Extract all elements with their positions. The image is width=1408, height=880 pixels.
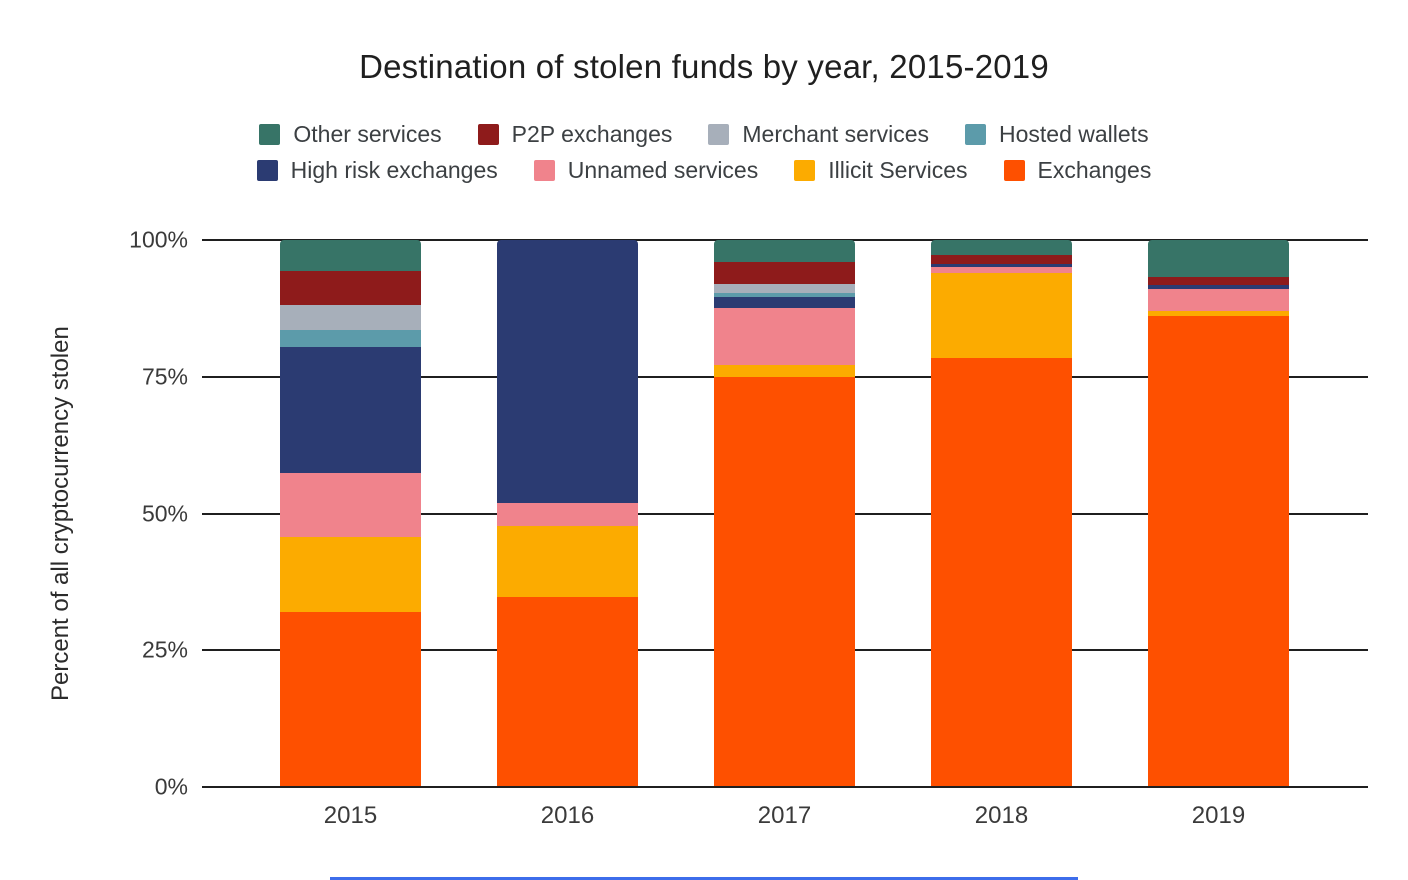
stacked-bar-2015 (280, 240, 421, 787)
legend-label: Other services (293, 121, 442, 147)
y-tick-label-0: 0% (154, 773, 188, 800)
bar-segment-2018-illicit-services (931, 273, 1072, 358)
bar-segment-2018-exchanges (931, 357, 1072, 787)
legend-label: High risk exchanges (290, 157, 498, 183)
legend-swatch-icon (708, 124, 730, 145)
legend-row-2: High risk exchanges Unnamed services Illic… (256, 157, 1152, 184)
x-axis-labels: 2015 2016 2017 2018 2019 (242, 802, 1327, 830)
bar-segment-2017-merchant-services (714, 283, 855, 294)
x-axis-label-2015: 2015 (323, 802, 378, 829)
bar-segment-2017-other-services (714, 240, 855, 262)
legend-swatch-icon (256, 160, 278, 181)
x-axis-label-2019: 2019 (1191, 802, 1246, 829)
legend-label: Hosted wallets (999, 121, 1149, 147)
bar-segment-2015-exchanges (280, 611, 421, 787)
legend-swatch-icon (259, 124, 281, 145)
legend-label: Exchanges (1037, 157, 1152, 183)
bar-segment-2016-high-risk-exchanges (497, 240, 638, 503)
bar-segment-2016-illicit-services (497, 525, 638, 597)
bar-segment-2017-p2p-exchanges (714, 261, 855, 284)
bar-segment-2019-illicit-services (1148, 310, 1289, 317)
bar-segment-2019-high-risk-exchanges (1148, 284, 1289, 290)
bar-segment-2016-exchanges (497, 596, 638, 787)
legend-item-high-risk-exchanges: High risk exchanges (256, 157, 498, 184)
chart-title: Destination of stolen funds by year, 201… (359, 48, 1049, 85)
legend-label: P2P exchanges (511, 121, 673, 147)
bar-segment-2018-other-services (931, 240, 1072, 256)
bar-segment-2019-exchanges (1148, 316, 1289, 787)
bar-segment-2019-unnamed-services (1148, 289, 1289, 311)
y-tick-label-25: 25% (141, 636, 188, 663)
bar-segment-2015-illicit-services (280, 537, 421, 612)
legend-label: Merchant services (742, 121, 929, 147)
legend-swatch-icon (965, 124, 986, 145)
stacked-bar-2019 (1148, 240, 1289, 787)
bar-segment-2018-p2p-exchanges (931, 255, 1072, 264)
bar-segment-2015-other-services (280, 240, 421, 271)
legend-swatch-icon (533, 160, 555, 181)
y-tick-label-75: 75% (141, 363, 188, 390)
gridline-100 (202, 239, 1368, 241)
bars-container (242, 240, 1327, 787)
bar-segment-2015-merchant-services (280, 304, 421, 330)
y-tick-label-100: 100% (129, 226, 188, 253)
bar-segment-2017-illicit-services (714, 365, 855, 377)
stacked-bar-2018 (931, 240, 1072, 787)
bar-slot-2016 (459, 240, 676, 787)
legend-swatch-icon (794, 160, 816, 181)
legend-item-unnamed-services: Unnamed services (533, 157, 759, 184)
bar-slot-2015 (242, 240, 459, 787)
x-axis-label-2016: 2016 (540, 802, 595, 829)
legend-item-exchanges: Exchanges (1003, 157, 1152, 184)
y-tick-label-50: 50% (141, 500, 188, 526)
stacked-bar-2017 (714, 240, 855, 787)
stacked-bar-2016 (497, 240, 638, 787)
legend-row-1: Other services P2P exchanges Merchant serv… (259, 121, 1149, 148)
bar-segment-2017-exchanges (714, 376, 855, 787)
bar-segment-2015-high-risk-exchanges (280, 346, 421, 473)
bar-segment-2015-p2p-exchanges (280, 270, 421, 305)
legend-item-other-services: Other services (259, 121, 442, 148)
legend-item-merchant-services: Merchant services (708, 121, 929, 148)
bar-segment-2016-unnamed-services (497, 502, 638, 526)
legend-swatch-icon (1003, 160, 1025, 181)
bar-segment-2018-high-risk-exchanges (931, 263, 1072, 267)
legend-swatch-icon (477, 124, 499, 145)
bar-slot-2018 (893, 240, 1110, 787)
legend-label: Illicit Services (828, 157, 968, 183)
legend-item-hosted-wallets: Hosted wallets (965, 121, 1149, 148)
bar-slot-2017 (676, 240, 893, 787)
legend: Other services P2P exchanges Merchant serv… (0, 121, 1408, 184)
x-axis-label-2017: 2017 (757, 802, 812, 829)
bar-segment-2017-unnamed-services (714, 308, 855, 366)
bottom-accent-line (330, 877, 1078, 880)
legend-label: Unnamed services (567, 157, 759, 183)
gridline-0 (202, 786, 1368, 788)
bar-segment-2015-hosted-wallets (280, 329, 421, 347)
bar-segment-2017-high-risk-exchanges (714, 297, 855, 309)
legend-item-illicit-services: Illicit Services (794, 157, 968, 184)
bar-slot-2019 (1110, 240, 1327, 787)
bar-segment-2019-other-services (1148, 240, 1289, 277)
bar-segment-2018-unnamed-services (931, 266, 1072, 274)
legend-item-p2p-exchanges: P2P exchanges (477, 121, 673, 148)
bar-segment-2019-p2p-exchanges (1148, 276, 1289, 285)
plot-area: 0% 25% 50% 75% 100% (129, 227, 1368, 800)
bar-segment-2015-unnamed-services (280, 472, 421, 538)
y-axis-title: Percent of all cryptocurrency stolen (47, 326, 74, 701)
bar-segment-2017-hosted-wallets (714, 293, 855, 298)
x-axis-label-2018: 2018 (974, 802, 1029, 829)
